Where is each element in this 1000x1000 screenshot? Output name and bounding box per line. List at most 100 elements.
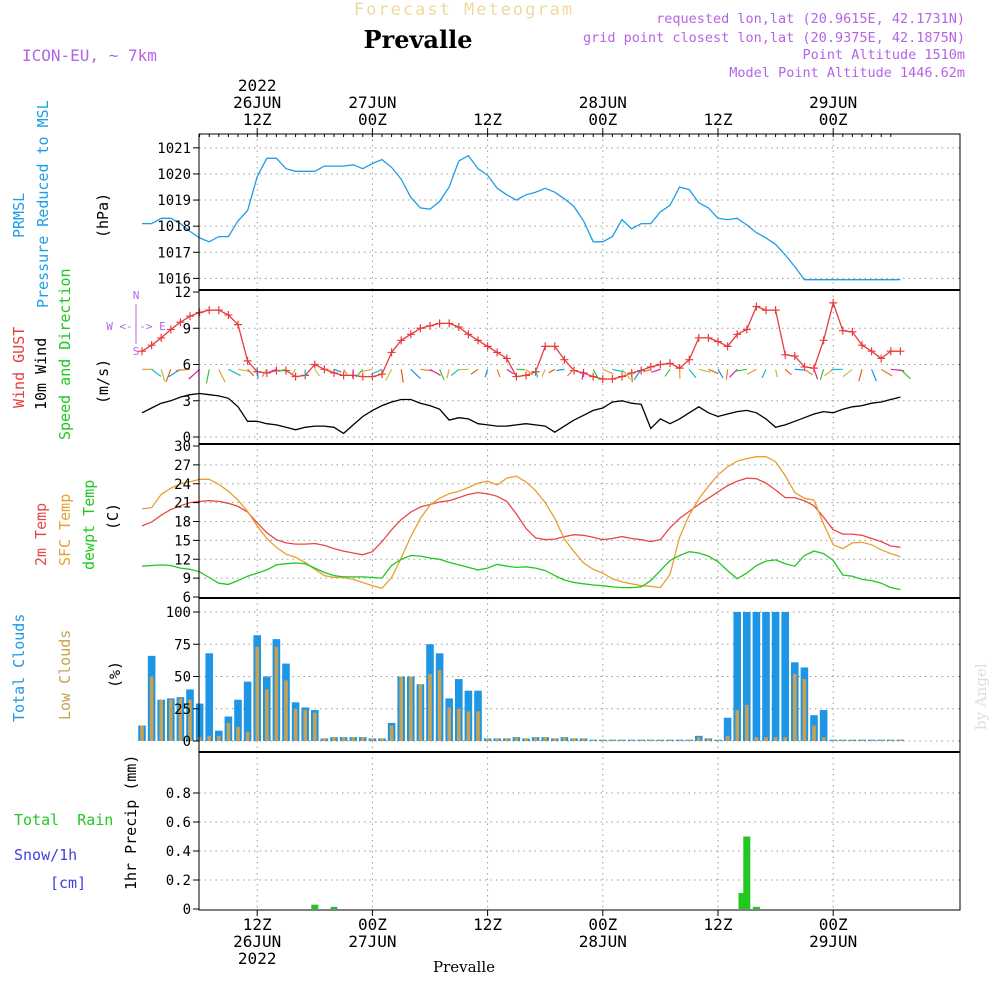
gust-marker <box>867 347 876 356</box>
y-tick-label: 1020 <box>157 167 191 183</box>
gust-marker <box>147 341 156 350</box>
low-cloud-bar <box>437 670 442 741</box>
sfc-temp-line <box>141 456 901 589</box>
low-cloud-bar <box>476 711 480 741</box>
total-cloud-bar <box>771 612 780 741</box>
gust-marker <box>310 360 319 369</box>
wind-arrow <box>205 369 210 384</box>
low-cloud-bar <box>399 676 403 741</box>
total-cloud-bar <box>781 612 789 741</box>
wind-arrow <box>664 368 671 377</box>
gust-marker <box>224 310 233 319</box>
y-tick-label: 0.6 <box>166 815 191 831</box>
y-tick-label: 12 <box>174 552 191 568</box>
gust-marker <box>416 324 425 333</box>
low-cloud-bar <box>370 738 375 741</box>
wind-arrow <box>535 369 539 378</box>
bottom-time-label: 00Z <box>358 915 387 934</box>
wind-arrow <box>525 368 534 376</box>
low-cloud-bar <box>466 711 471 741</box>
gust-marker <box>243 356 252 365</box>
wind-arrow <box>633 368 642 381</box>
y-tick-label: 30 <box>174 439 191 455</box>
top-time-label: 26JUN <box>233 93 281 112</box>
low-cloud-bar <box>140 725 144 741</box>
gust-marker <box>512 372 521 381</box>
wind-arrow <box>746 368 757 375</box>
pressure-line <box>142 154 901 281</box>
gust-marker <box>608 375 617 383</box>
low-cloud-bar <box>831 739 835 741</box>
gust-marker <box>589 372 598 381</box>
label-2m-temp: 2m Temp <box>32 503 50 566</box>
gust-marker <box>598 375 607 383</box>
low-cloud-bar <box>533 737 538 741</box>
wind-arrow <box>446 369 450 379</box>
gust-marker <box>234 320 242 329</box>
y-tick-label: 15 <box>174 533 191 549</box>
wind-arrow <box>400 369 404 383</box>
low-cloud-bar <box>361 737 365 741</box>
data-layer <box>138 154 911 909</box>
rain-bar <box>311 904 319 909</box>
gust-marker <box>877 354 886 363</box>
bottom-location-name: Prevalle <box>433 958 495 976</box>
wind-arrow <box>343 369 348 376</box>
label-total-rain: Total Rain <box>14 811 113 829</box>
gust-marker <box>214 306 223 315</box>
total-cloud-bar <box>243 681 252 741</box>
t2m-line <box>141 477 901 556</box>
y-tick-label: 27 <box>174 458 191 474</box>
wind-arrow <box>602 368 614 375</box>
gust-marker <box>829 298 838 307</box>
low-cloud-bar <box>802 679 807 741</box>
low-cloud-bar <box>793 673 797 741</box>
low-cloud-bar <box>764 737 768 741</box>
low-cloud-bar <box>188 699 192 741</box>
wind-arrow <box>314 368 321 377</box>
wind-arrow <box>355 368 364 378</box>
wind-arrow <box>842 368 853 378</box>
low-cloud-bar <box>898 739 903 741</box>
top-time-label: 00Z <box>358 110 387 129</box>
bottom-time-label: 00Z <box>819 915 848 934</box>
gust-marker <box>493 348 502 357</box>
gust-marker <box>685 355 694 364</box>
wind-arrow <box>813 369 819 380</box>
wind-arrow <box>612 368 626 373</box>
low-cloud-bar <box>668 739 672 741</box>
compass-we: W <-|-> E <box>106 320 166 333</box>
wind-arrow <box>175 368 191 372</box>
gust-marker <box>771 306 780 315</box>
label-snow: Snow/1h <box>14 846 77 864</box>
bottom-time-label: 2022 <box>238 949 277 968</box>
y-tick-label: 12 <box>174 285 191 301</box>
label-low-clouds: Low Clouds <box>56 630 74 720</box>
low-cloud-bar <box>649 739 653 741</box>
gust-marker <box>330 368 338 377</box>
gust-marker <box>742 325 751 334</box>
low-cloud-bar <box>428 673 432 741</box>
top-time-label: 12Z <box>473 110 502 129</box>
gust-marker <box>320 365 329 374</box>
low-cloud-bar <box>236 726 240 741</box>
top-time-label: 12Z <box>704 110 733 129</box>
wind-arrow <box>784 368 792 376</box>
y-tick-label: 6 <box>183 590 191 606</box>
wind-arrow <box>592 369 600 380</box>
top-time-label: 00Z <box>588 110 617 129</box>
y-tick-label: 1018 <box>157 219 191 235</box>
label-10m-wind: 10m Wind <box>32 338 50 410</box>
wind-arrow <box>247 368 255 377</box>
y-tick-label: 0 <box>183 734 191 750</box>
wind-arrow <box>643 368 651 373</box>
low-cloud-bar <box>197 737 202 741</box>
wind-arrow <box>621 368 631 380</box>
low-cloud-bar <box>821 737 826 741</box>
rain-bar <box>738 893 746 909</box>
gust-marker <box>291 372 300 381</box>
gust-marker <box>781 350 790 359</box>
label-hpa: (hPa) <box>94 193 112 238</box>
low-cloud-bar <box>505 738 509 741</box>
